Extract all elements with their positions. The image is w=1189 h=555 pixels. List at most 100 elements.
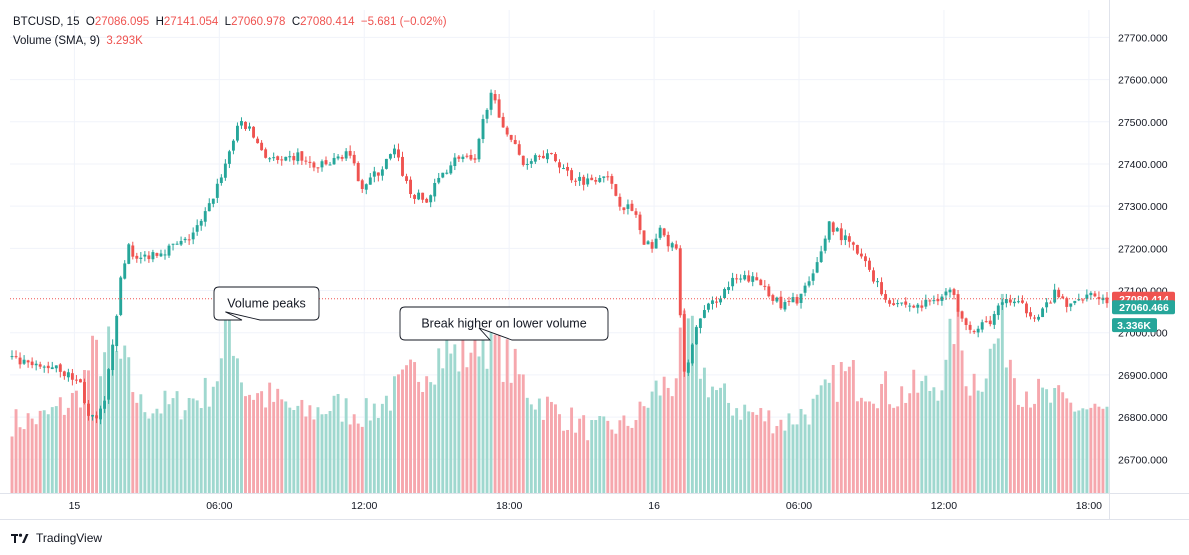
candle-body	[992, 314, 996, 325]
candle-body	[1057, 289, 1061, 298]
volume-bar	[392, 376, 396, 493]
candle-body	[320, 161, 324, 168]
volume-bar	[795, 424, 799, 493]
volume-bar	[485, 368, 489, 493]
candle-body	[996, 305, 1000, 316]
candle-body	[715, 301, 718, 303]
candle-body	[421, 192, 425, 200]
volume-bar	[437, 348, 441, 493]
candle-body	[324, 160, 328, 165]
volume-bar	[199, 408, 203, 493]
candle-body	[827, 221, 831, 240]
symbol-legend: BTCUSD, 15 O27086.095 H27141.054 L27060.…	[13, 16, 447, 28]
volume-bar	[936, 400, 940, 493]
candle-body	[38, 364, 42, 367]
volume-bar	[642, 406, 646, 493]
volume-bar	[312, 419, 316, 493]
candle-body	[1089, 292, 1093, 296]
volume-bar	[87, 370, 90, 493]
volume-bar	[1105, 406, 1109, 493]
annotation-text: Volume peaks	[227, 297, 306, 311]
candle-body	[70, 373, 74, 380]
candle-body	[175, 243, 179, 245]
volume-bar	[332, 395, 336, 493]
volume-bar	[541, 419, 545, 493]
volume-bar	[739, 419, 743, 493]
candle-body	[397, 149, 400, 158]
annotation-callout	[399, 306, 609, 341]
volume-bar	[1089, 407, 1093, 493]
volume-bar	[292, 409, 296, 493]
volume-bar	[928, 390, 932, 493]
candle-body	[847, 236, 851, 242]
volume-bar	[272, 401, 276, 493]
volume-bar	[320, 414, 324, 493]
volume-bar	[948, 318, 952, 493]
candle-body	[288, 156, 292, 158]
volume-bar	[626, 425, 630, 493]
second-price-tag-bg	[1112, 300, 1175, 315]
chart-area[interactable]: 26700.000 26800.000 26900.000 27000.000 2710…	[0, 0, 1189, 520]
candle-body	[626, 204, 630, 209]
volume-bar	[827, 382, 831, 493]
x-tick-label: 18:00	[496, 500, 522, 512]
volume-bar	[868, 401, 871, 493]
candle-body	[964, 318, 968, 325]
volume-bar	[674, 378, 678, 493]
candle-body	[888, 300, 892, 304]
candle-body	[779, 296, 783, 309]
volume-bar	[167, 404, 171, 493]
candle-body	[666, 234, 670, 247]
volume-bar	[562, 430, 565, 493]
volume-bar	[1061, 392, 1065, 493]
volume-bar	[711, 386, 714, 493]
volume-bar	[191, 398, 195, 493]
volume-bar	[1004, 367, 1008, 493]
candle-body	[195, 225, 199, 232]
volume-bar	[570, 407, 574, 493]
volume-bar	[401, 369, 404, 493]
candle-body	[465, 155, 469, 157]
volume-bar	[360, 426, 364, 493]
volume-bar	[388, 410, 392, 493]
candlestick-chart[interactable]: 26700.00026800.00026900.00027000.0002710…	[0, 0, 1189, 520]
volume-bar	[207, 406, 211, 493]
volume-bar	[18, 427, 22, 493]
volume-bar	[83, 370, 86, 493]
candle-body	[855, 244, 859, 254]
candle-body	[892, 303, 896, 306]
volume-bar	[815, 394, 819, 493]
volume-bar	[1041, 387, 1045, 493]
candle-body	[433, 182, 437, 197]
candle-body	[646, 241, 650, 245]
candle-body	[115, 315, 119, 347]
candle-body	[316, 167, 320, 169]
candle-body	[14, 356, 18, 358]
x-tick-label: 18:00	[1076, 500, 1102, 512]
volume-bar	[288, 407, 292, 493]
candle-body	[159, 253, 163, 257]
volume-bar	[932, 387, 936, 493]
candle-body	[590, 177, 594, 181]
candle-body	[376, 172, 380, 176]
volume-bar	[1081, 408, 1085, 493]
candle-body	[280, 159, 284, 161]
candle-body	[58, 364, 62, 372]
candle-body	[78, 379, 82, 383]
volume-bar	[469, 352, 473, 493]
volume-bar	[876, 408, 879, 493]
footer-brand[interactable]: TradingView	[10, 529, 102, 547]
y-tick-label: 26900.000	[1118, 370, 1168, 382]
candle-body	[469, 154, 473, 160]
volume-bar	[163, 390, 167, 493]
candle-body	[517, 144, 521, 155]
volume-bar	[14, 409, 18, 493]
open-label: O	[85, 16, 95, 28]
volume-bar	[988, 348, 992, 493]
volume-bar	[554, 404, 557, 493]
candle-body	[541, 155, 545, 159]
candle-body	[884, 294, 888, 300]
volume-bar	[803, 414, 807, 493]
volume-bar	[896, 406, 900, 493]
candle-body	[948, 289, 952, 293]
